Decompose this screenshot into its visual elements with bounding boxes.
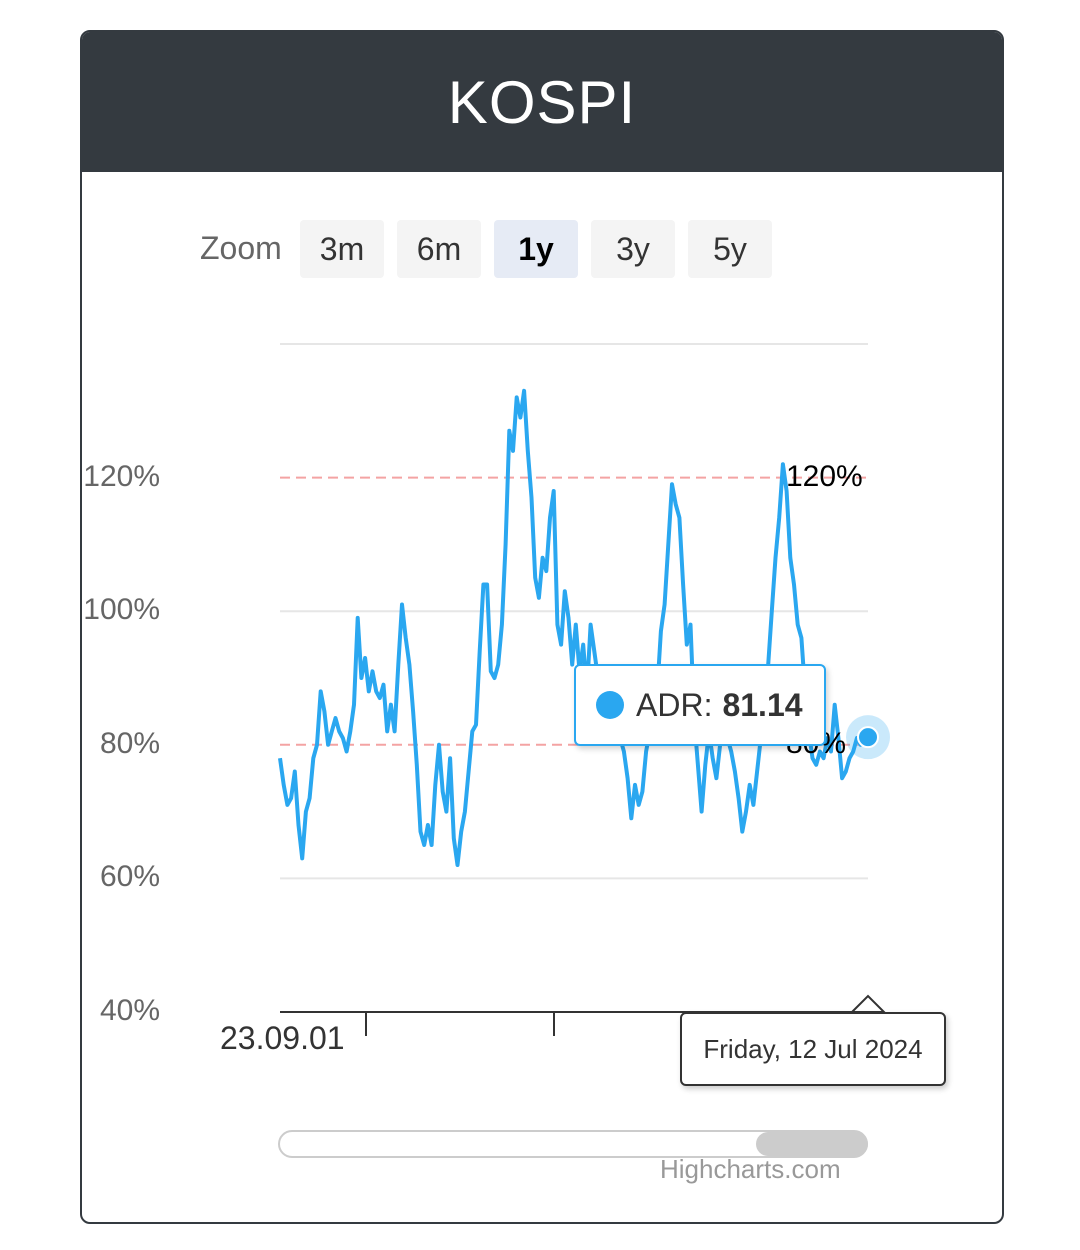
gridlines bbox=[280, 343, 868, 880]
y-tick-label: 80% bbox=[99, 726, 160, 760]
date-tooltip-pointer bbox=[849, 994, 887, 1013]
zoom-3y-button[interactable]: 3y bbox=[591, 220, 675, 278]
zoom-5y-button[interactable]: 5y bbox=[688, 220, 772, 278]
navigator-scrollbar[interactable] bbox=[278, 1130, 868, 1158]
series-dot-icon bbox=[596, 691, 624, 719]
chart-title: KOSPI bbox=[447, 68, 637, 136]
y-tick-label: 100% bbox=[83, 593, 160, 627]
zoom-1y-button[interactable]: 1y bbox=[494, 220, 578, 278]
series-line-adr bbox=[278, 388, 869, 867]
y-tick-label: 60% bbox=[99, 860, 160, 894]
tooltip-value: 81.14 bbox=[722, 686, 803, 723]
tooltip-series-name: ADR bbox=[636, 686, 704, 723]
plot-line-label: 120% bbox=[786, 459, 863, 493]
zoom-3m-button[interactable]: 3m bbox=[300, 220, 384, 278]
zoom-6m-button[interactable]: 6m bbox=[397, 220, 481, 278]
y-tick-label: 120% bbox=[83, 459, 160, 493]
tooltip-separator: : bbox=[703, 686, 713, 723]
series-adr bbox=[278, 388, 869, 867]
credits-link[interactable]: Highcharts.com bbox=[660, 1154, 841, 1184]
series-tooltip: ADR: 81.14 bbox=[574, 664, 826, 746]
date-tooltip: Friday, 12 Jul 2024 bbox=[680, 1012, 946, 1086]
x-tick-label: 23.09.01 bbox=[220, 1020, 345, 1056]
zoom-label: Zoom bbox=[200, 230, 282, 266]
card-header: KOSPI bbox=[82, 32, 1002, 172]
hover-point bbox=[857, 726, 879, 749]
hover-marker bbox=[846, 715, 890, 1013]
y-tick-label: 40% bbox=[99, 994, 160, 1027]
scrollbar-thumb[interactable] bbox=[756, 1132, 868, 1156]
